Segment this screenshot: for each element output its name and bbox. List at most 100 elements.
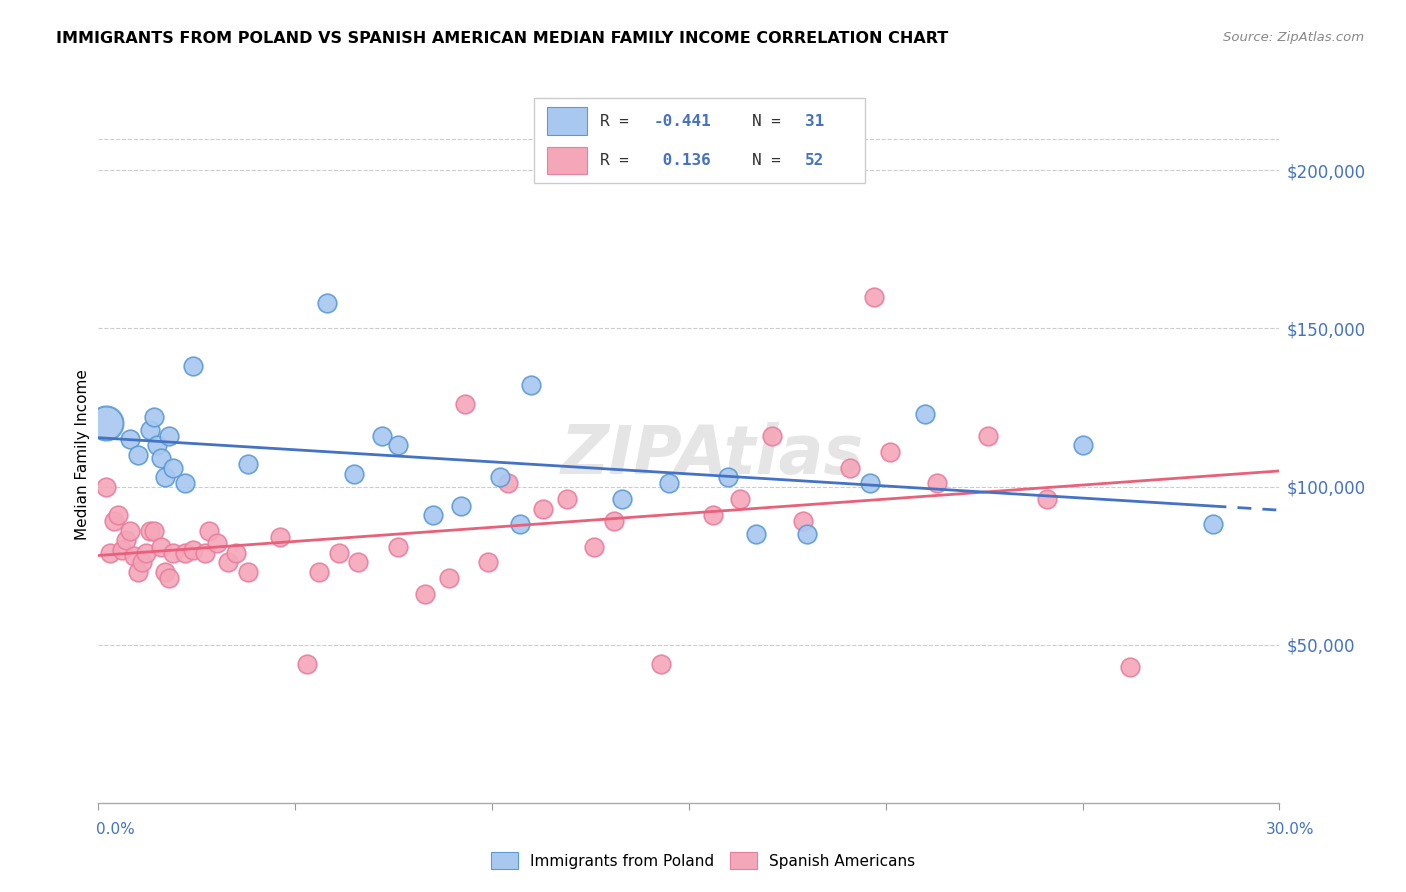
Point: [157, 571, 180, 585]
Point: [127, 448, 149, 462]
Point: [315, 296, 337, 310]
Point: [96, 479, 118, 493]
Point: [413, 587, 436, 601]
Point: [98, 546, 121, 560]
Bar: [547, 107, 588, 135]
Point: [914, 407, 936, 421]
Point: [103, 514, 125, 528]
Text: 30.0%: 30.0%: [1267, 822, 1315, 837]
Point: [157, 429, 180, 443]
Point: [295, 657, 318, 671]
Text: 52: 52: [806, 153, 824, 169]
Point: [138, 423, 160, 437]
Point: [717, 470, 740, 484]
Point: [142, 409, 165, 424]
FancyBboxPatch shape: [534, 98, 865, 183]
Point: [308, 565, 330, 579]
Point: [925, 476, 948, 491]
Point: [761, 429, 783, 443]
Point: [205, 536, 228, 550]
Point: [236, 458, 259, 472]
Y-axis label: Median Family Income: Median Family Income: [75, 369, 90, 541]
Point: [174, 476, 197, 491]
Legend: Immigrants from Poland, Spanish Americans: Immigrants from Poland, Spanish American…: [485, 846, 921, 875]
Point: [347, 556, 370, 570]
Point: [269, 530, 291, 544]
Point: [1036, 492, 1059, 507]
Text: N =: N =: [752, 114, 790, 129]
Bar: [547, 147, 588, 175]
Point: [658, 476, 681, 491]
Point: [127, 565, 149, 579]
Point: [225, 546, 247, 560]
Point: [162, 546, 184, 560]
Point: [477, 556, 499, 570]
Point: [194, 546, 217, 560]
Point: [792, 514, 814, 528]
Point: [115, 533, 138, 548]
Point: [155, 565, 177, 579]
Point: [236, 565, 259, 579]
Point: [111, 542, 134, 557]
Point: [839, 460, 862, 475]
Point: [863, 290, 886, 304]
Point: [118, 432, 141, 446]
Text: 31: 31: [806, 114, 824, 129]
Text: N =: N =: [752, 153, 790, 169]
Point: [555, 492, 578, 507]
Text: ZIPAtlas: ZIPAtlas: [561, 422, 865, 488]
Point: [387, 438, 409, 452]
Point: [197, 524, 219, 538]
Point: [450, 499, 472, 513]
Point: [796, 527, 818, 541]
Point: [489, 470, 512, 484]
Point: [1119, 660, 1142, 674]
Text: 0.0%: 0.0%: [96, 822, 135, 837]
Point: [650, 657, 672, 671]
Point: [728, 492, 751, 507]
Point: [343, 467, 366, 481]
Point: [181, 542, 204, 557]
Point: [879, 444, 901, 458]
Point: [531, 501, 554, 516]
Point: [977, 429, 1000, 443]
Point: [328, 546, 350, 560]
Point: [150, 540, 173, 554]
Point: [387, 540, 409, 554]
Point: [217, 556, 239, 570]
Point: [610, 492, 633, 507]
Point: [138, 524, 160, 538]
Point: [422, 508, 444, 522]
Point: [96, 417, 118, 431]
Point: [122, 549, 145, 563]
Point: [1201, 517, 1223, 532]
Point: [155, 470, 177, 484]
Point: [131, 556, 153, 570]
Point: [146, 438, 169, 452]
Text: 0.136: 0.136: [654, 153, 711, 169]
Point: [1071, 438, 1094, 452]
Text: R =: R =: [600, 153, 638, 169]
Point: [520, 378, 543, 392]
Text: -0.441: -0.441: [654, 114, 711, 129]
Point: [107, 508, 129, 522]
Point: [181, 359, 204, 374]
Point: [371, 429, 394, 443]
Point: [859, 476, 882, 491]
Point: [135, 546, 157, 560]
Point: [150, 451, 173, 466]
Text: IMMIGRANTS FROM POLAND VS SPANISH AMERICAN MEDIAN FAMILY INCOME CORRELATION CHAR: IMMIGRANTS FROM POLAND VS SPANISH AMERIC…: [56, 31, 949, 46]
Text: Source: ZipAtlas.com: Source: ZipAtlas.com: [1223, 31, 1364, 45]
Point: [437, 571, 460, 585]
Point: [453, 397, 475, 411]
Point: [174, 546, 197, 560]
Point: [603, 514, 626, 528]
Point: [162, 460, 184, 475]
Point: [702, 508, 724, 522]
Text: R =: R =: [600, 114, 638, 129]
Point: [509, 517, 531, 532]
Point: [142, 524, 165, 538]
Point: [583, 540, 606, 554]
Point: [118, 524, 141, 538]
Point: [496, 476, 519, 491]
